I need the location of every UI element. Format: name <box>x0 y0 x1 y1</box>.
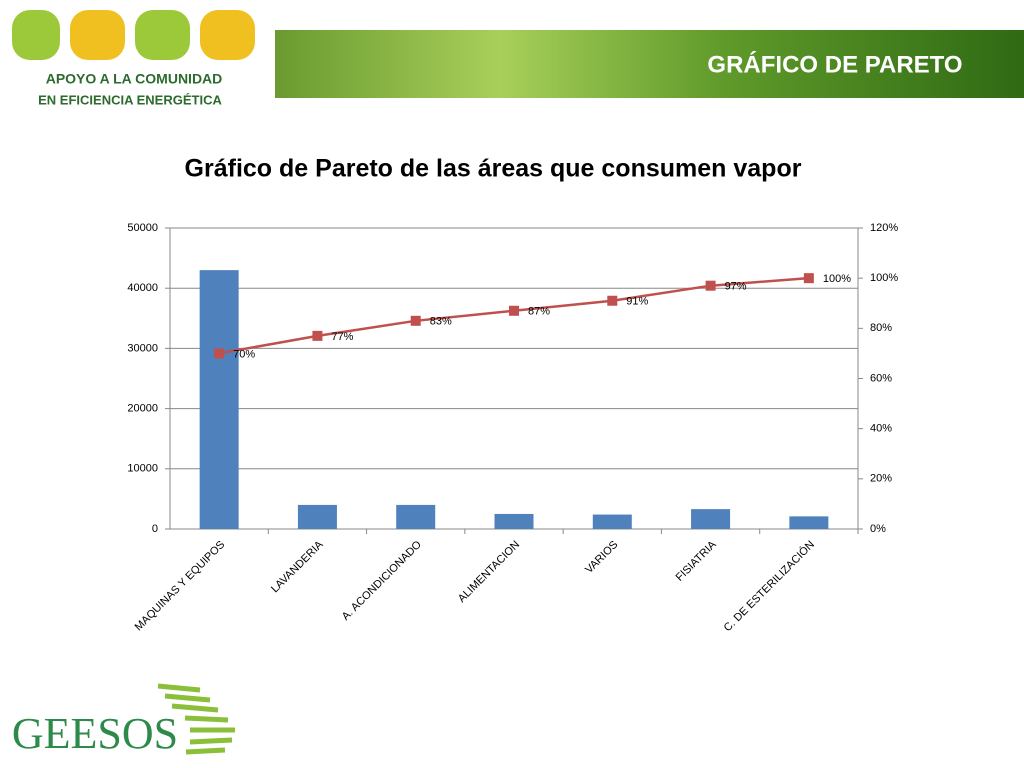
bar <box>789 516 829 529</box>
y-tick-label: 40000 <box>127 282 158 294</box>
data-label: 70% <box>233 348 255 360</box>
line <box>218 276 809 355</box>
y-tick-label: 20000 <box>127 403 158 415</box>
x-tick-label: VARIOS <box>583 539 620 576</box>
y-tick-label: 10000 <box>127 463 158 475</box>
y-tick-label: 0 <box>152 523 158 535</box>
data-label: 91% <box>626 296 648 308</box>
footer-logo: GEESOS <box>12 709 178 758</box>
logo-text: EN EFICIENCIA ENERGÉTICA <box>38 92 222 107</box>
marker <box>214 348 225 359</box>
x-tick-label: LAVANDERIA <box>269 538 326 595</box>
data-label: 100% <box>823 273 851 285</box>
bar <box>199 270 239 529</box>
x-tick-label: A. ACONDICIONADO <box>340 538 424 622</box>
x-tick-label: MAQUINAS Y EQUIPOS <box>133 539 228 634</box>
data-label: 87% <box>528 306 550 318</box>
bar <box>297 504 337 529</box>
y2-tick-label: 20% <box>870 473 892 485</box>
bar <box>592 514 632 529</box>
y2-tick-label: 60% <box>870 372 892 384</box>
x-tick-label: ALIMENTACION <box>456 539 522 605</box>
y2-tick-label: 80% <box>870 322 892 334</box>
y2-tick-label: 100% <box>870 272 898 284</box>
bar <box>396 504 436 529</box>
marker <box>312 330 323 341</box>
header-title: GRÁFICO DE PARETO <box>707 50 962 78</box>
data-label: 97% <box>725 281 747 293</box>
marker <box>803 273 814 284</box>
logo-text: APOYO A LA COMUNIDAD <box>46 71 223 87</box>
data-label: 77% <box>331 331 353 343</box>
marker <box>509 305 519 316</box>
footer-logo-mark <box>157 683 235 755</box>
marker <box>607 295 618 306</box>
y2-tick-label: 120% <box>870 222 898 234</box>
logo-mark <box>12 10 255 60</box>
marker <box>410 315 421 326</box>
header-banner <box>275 30 1024 98</box>
x-tick-label: FISIATRIA <box>674 538 720 584</box>
y-tick-label: 30000 <box>127 342 158 354</box>
bar <box>494 513 534 529</box>
y2-tick-label: 40% <box>870 423 892 435</box>
data-label: 83% <box>430 316 452 328</box>
chart-title: Gráfico de Pareto de las áreas que consu… <box>185 155 802 183</box>
bar <box>691 509 731 529</box>
marker <box>705 280 716 291</box>
y2-tick-label: 0% <box>870 523 886 535</box>
y-tick-label: 50000 <box>127 222 158 234</box>
x-tick-label: C. DE ESTERILIZACIÓN <box>721 538 817 634</box>
